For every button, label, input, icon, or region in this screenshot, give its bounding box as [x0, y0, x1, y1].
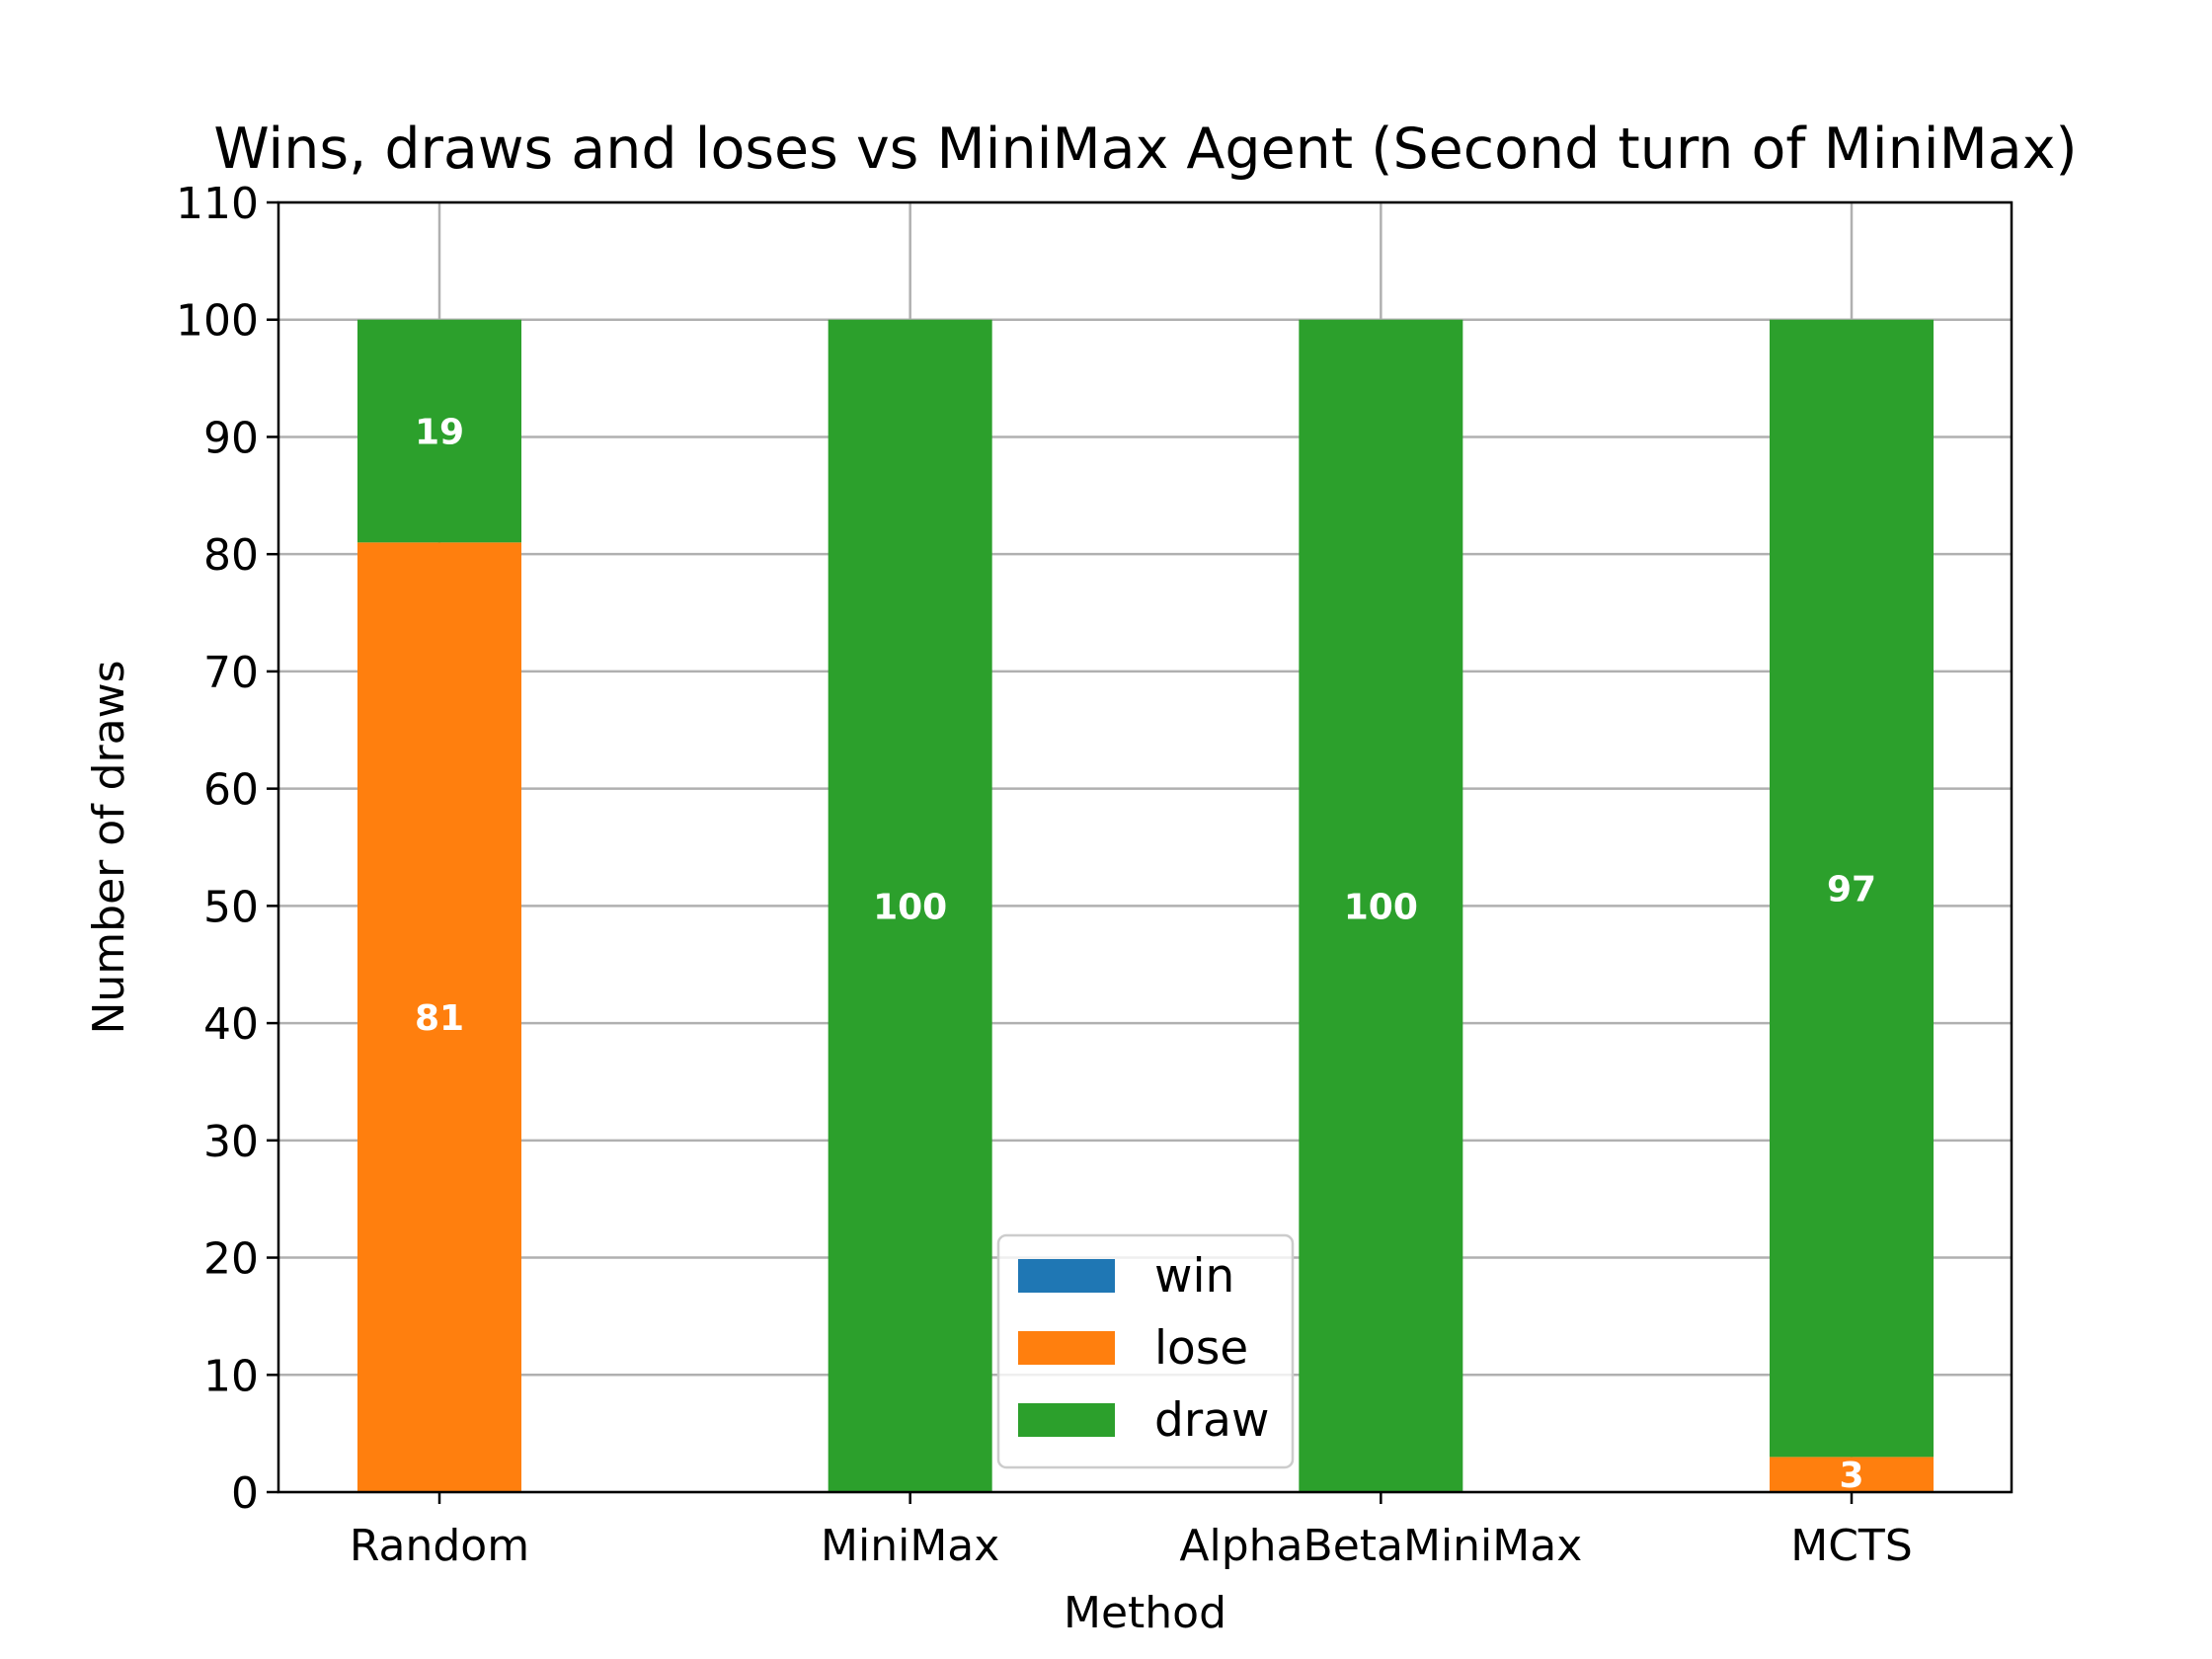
- bar-value-label: 97: [1827, 870, 1876, 910]
- bar-draw: [357, 319, 521, 543]
- x-tick-label: MCTS: [1790, 1521, 1913, 1571]
- x-tick-label: MiniMax: [821, 1521, 999, 1571]
- bars: [357, 319, 1935, 1492]
- bar-draw: [828, 319, 992, 1492]
- y-tick-label: 40: [203, 999, 259, 1050]
- y-tick-label: 0: [231, 1468, 259, 1519]
- legend-swatch-draw: [1018, 1403, 1115, 1437]
- bar-draw: [1299, 319, 1463, 1492]
- bar-lose: [1770, 1457, 1935, 1492]
- bar-draw: [1770, 319, 1935, 1458]
- legend-swatch-lose: [1018, 1331, 1115, 1365]
- y-tick-label: 100: [176, 296, 259, 347]
- bar-value-label: 3: [1839, 1456, 1863, 1496]
- y-tick-label: 60: [203, 765, 259, 816]
- bar-value-label: 81: [415, 998, 464, 1039]
- legend-swatch-win: [1018, 1259, 1115, 1293]
- y-axis-label: Number of draws: [84, 660, 134, 1034]
- plot-frame: [276, 200, 2014, 1494]
- y-tick-label: 90: [203, 413, 259, 463]
- x-tick-label: AlphaBetaMiniMax: [1179, 1521, 1582, 1571]
- y-tick-label: 20: [203, 1234, 259, 1285]
- bar-value-label: 19: [415, 413, 464, 453]
- bar-value-label: 100: [1344, 887, 1418, 927]
- y-tick-label: 30: [203, 1117, 259, 1167]
- y-tick-label: 70: [203, 648, 259, 698]
- bar-data-labels: 81 19 100 100 3 97: [415, 413, 1876, 1497]
- legend-label-draw: draw: [1154, 1393, 1269, 1448]
- y-tick-label: 10: [203, 1351, 259, 1401]
- y-tick-label: 110: [176, 179, 259, 229]
- y-tick-label: 50: [203, 882, 259, 932]
- x-tick-label: Random: [350, 1521, 529, 1571]
- bar-lose: [357, 542, 521, 1492]
- axis-ticks: 0 10 20 30 40 50 60 70 80 90 100 110 Random MiniMax Al…: [176, 179, 1913, 1571]
- x-axis-label: Method: [1064, 1588, 1226, 1638]
- y-tick-label: 80: [203, 530, 259, 581]
- legend-label-win: win: [1154, 1249, 1234, 1304]
- legend-label-lose: lose: [1154, 1321, 1248, 1376]
- chart-title: Wins, draws and loses vs MiniMax Agent (…: [213, 117, 2077, 182]
- legend: win lose draw: [996, 1233, 1295, 1469]
- bar-value-label: 100: [873, 887, 947, 927]
